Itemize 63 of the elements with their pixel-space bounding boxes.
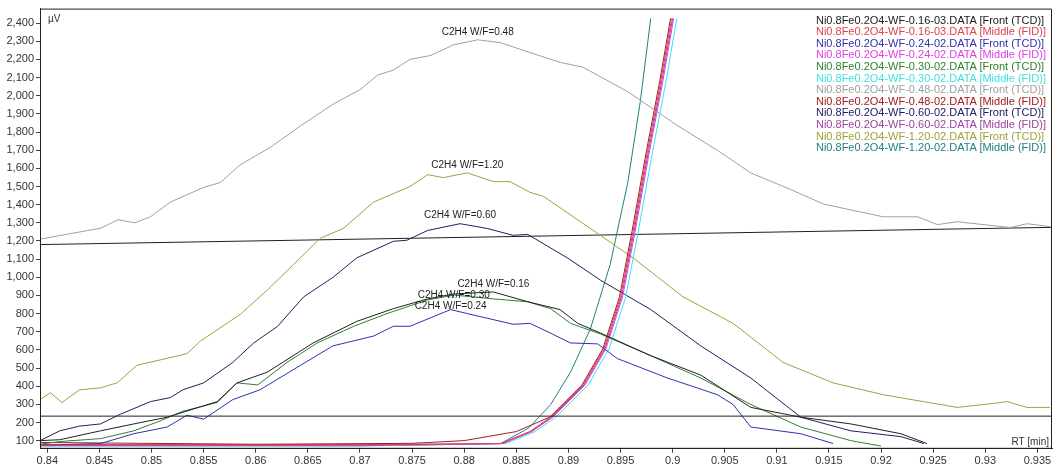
y-tick-label: 200 xyxy=(15,415,34,428)
y-tick-label: 2,300 xyxy=(6,34,34,47)
y-tick-label: 900 xyxy=(15,288,34,301)
text: Ni0.8Fe0.2O4-WF-0.48-02.DATA [Middle (FID)] xyxy=(814,94,1047,108)
y-tick-label: 2,400 xyxy=(6,16,34,29)
y-tick-label: 300 xyxy=(15,397,34,410)
x-axis-title: RT [min] xyxy=(1011,435,1050,447)
y-tick-label: 1,100 xyxy=(6,252,34,265)
annotation: C2H4 W/F=0.16 xyxy=(457,277,530,289)
y-tick-label: 700 xyxy=(15,324,34,337)
y-tick-label: 600 xyxy=(15,342,34,355)
x-tick-label: 0.87 xyxy=(349,454,371,467)
annotation: C2H4 W/F=0.60 xyxy=(424,209,497,221)
y-tick-label: 1,600 xyxy=(6,161,34,174)
x-tick-label: 0.845 xyxy=(85,454,114,467)
y-tick-label: 1,800 xyxy=(6,125,34,138)
y-tick-label: 1,500 xyxy=(6,179,34,192)
x-tick-label: 0.905 xyxy=(710,454,739,467)
x-tick-label: 0.875 xyxy=(398,454,426,467)
text: Ni0.8Fe0.2O4-WF-0.60-02.DATA [Middle (FID)] xyxy=(814,117,1047,131)
x-tick-label: 0.86 xyxy=(245,454,267,467)
x-tick-label: 0.93 xyxy=(974,454,997,467)
x-tick-label: 0.925 xyxy=(919,454,947,467)
annotation: C2H4 W/F=1.20 xyxy=(431,158,504,170)
x-tick-label: 0.89 xyxy=(557,454,580,467)
text: Ni0.8Fe0.2O4-WF-0.30-02.DATA [Middle (FID)] xyxy=(814,71,1047,85)
x-tick-label: 0.855 xyxy=(189,454,218,467)
x-tick-label: 0.915 xyxy=(815,454,843,467)
x-tick-label: 0.92 xyxy=(870,454,892,467)
y-tick-label: 2,000 xyxy=(6,88,34,101)
y-tick-label: 1,200 xyxy=(6,233,34,246)
text: Ni0.8Fe0.2O4-WF-0.30-02.DATA [Front (TCD)] xyxy=(814,59,1045,73)
y-axis-title: µV xyxy=(48,13,61,25)
text: Ni0.8Fe0.2O4-WF-0.16-03.DATA [Front (TCD)] xyxy=(814,13,1046,27)
x-tick-label: 0.88 xyxy=(453,454,475,467)
text: Ni0.8Fe0.2O4-WF-0.16-03.DATA [Middle (FID)] xyxy=(814,25,1047,38)
y-tick-label: 2,100 xyxy=(6,70,34,83)
y-tick-label: 400 xyxy=(15,379,34,392)
text: Ni0.8Fe0.2O4-WF-1.20-02.DATA [Front (TCD)] xyxy=(814,129,1045,143)
y-tick-label: 1,900 xyxy=(6,106,34,119)
x-tick-label: 0.885 xyxy=(502,454,531,467)
y-tick-label: 2,200 xyxy=(6,52,34,65)
x-tick-label: 0.85 xyxy=(140,454,163,467)
y-tick-label: 500 xyxy=(15,361,34,374)
annotation: C2H4 W/F=0.48 xyxy=(441,25,515,37)
text: Ni0.8Fe0.2O4-WF-0.24-02.DATA [Front (TCD)] xyxy=(814,36,1045,50)
x-tick-label: 0.9 xyxy=(664,454,681,467)
text: Ni0.8Fe0.2O4-WF-0.60-02.DATA [Front (TCD)] xyxy=(814,106,1045,119)
x-tick-label: 0.91 xyxy=(766,454,788,467)
text: Ni0.8Fe0.2O4-WF-0.24-02.DATA [Middle (FID)] xyxy=(814,48,1047,61)
text: Ni0.8Fe0.2O4-WF-0.48-02.DATA [Front (TCD)] xyxy=(814,83,1045,96)
x-tick-label: 0.895 xyxy=(606,454,635,467)
y-tick-label: 800 xyxy=(15,306,34,319)
x-tick-label: 0.865 xyxy=(294,454,322,467)
text: Ni0.8Fe0.2O4-WF-1.20-02.DATA [Middle (FID)] xyxy=(814,141,1047,154)
y-tick-label: 1,000 xyxy=(6,270,34,283)
y-tick-label: 1,400 xyxy=(6,197,34,210)
y-tick-label: 1,700 xyxy=(6,143,34,156)
x-tick-label: 0.84 xyxy=(36,454,59,467)
annotation: C2H4 W/F=0.24 xyxy=(414,299,488,311)
x-tick-label: 0.935 xyxy=(1023,454,1052,467)
y-tick-label: 100 xyxy=(15,433,34,446)
y-tick-label: 1,300 xyxy=(6,215,34,228)
